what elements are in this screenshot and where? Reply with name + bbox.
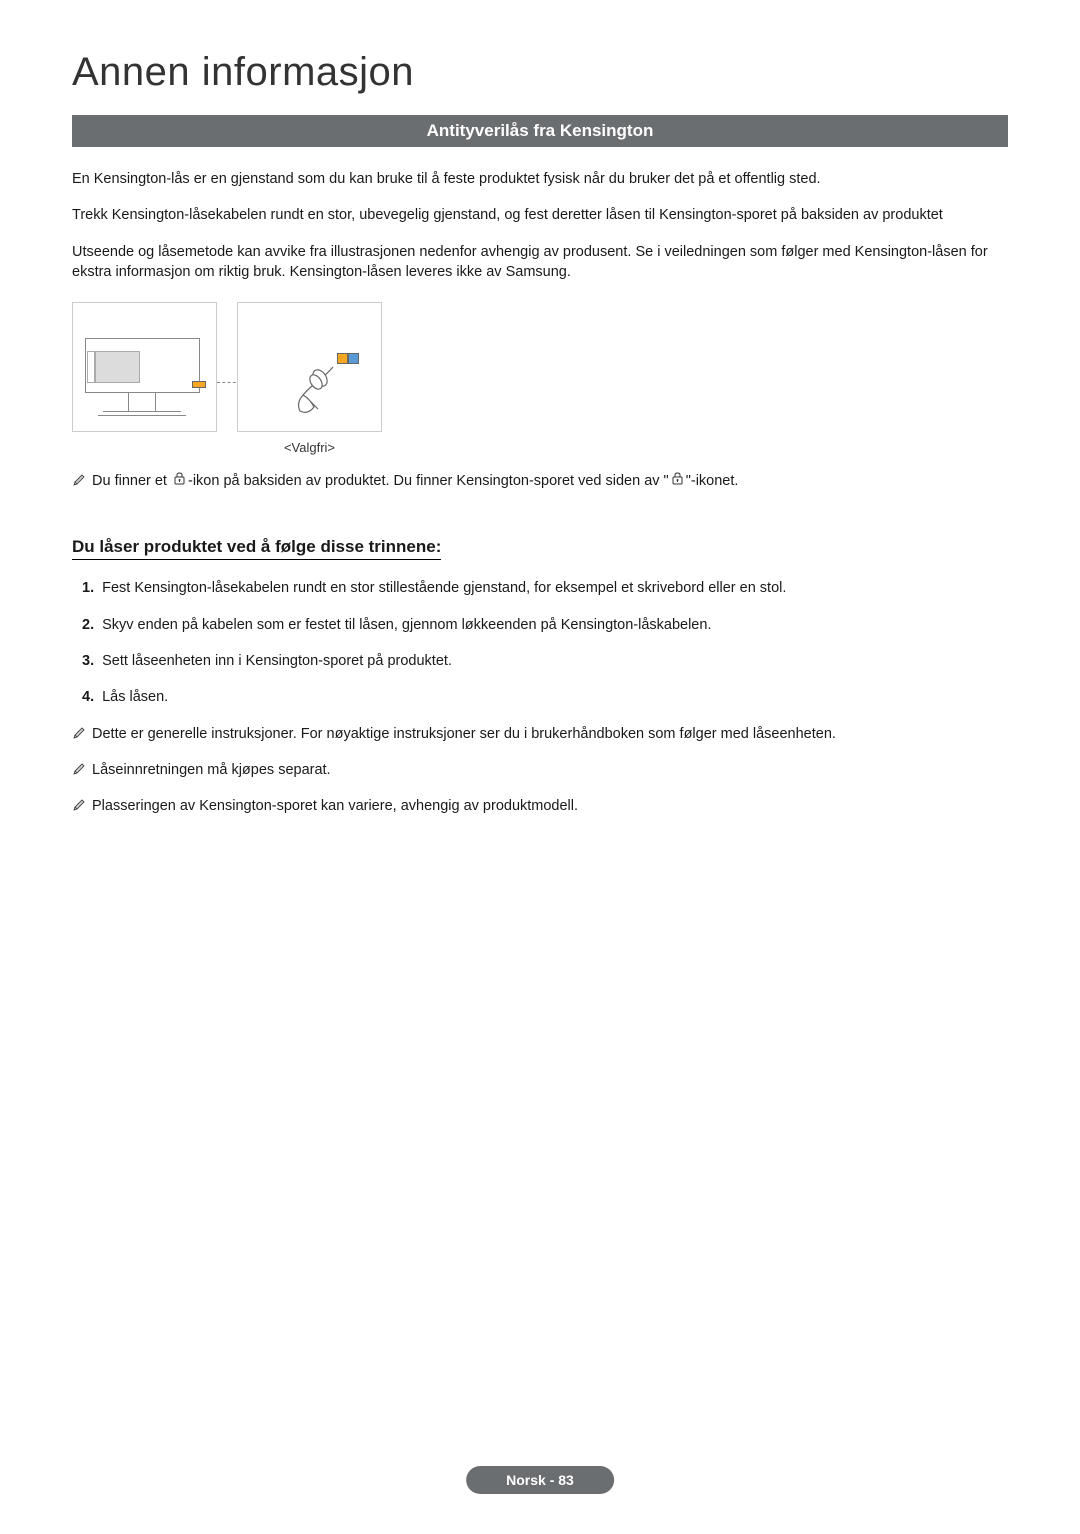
subsection-title: Du låser produktet ved å følge disse tri…	[72, 537, 441, 560]
note-slot-position: Plasseringen av Kensington-sporet kan va…	[72, 796, 1008, 818]
note-text: Dette er generelle instruksjoner. For nø…	[92, 724, 836, 744]
note-icon-location: Du finner et -ikon på baksiden av produk…	[72, 471, 1008, 493]
step-number: 2.	[82, 615, 94, 635]
step-text: Lås låsen.	[102, 687, 168, 707]
note-general-instructions: Dette er generelle instruksjoner. For nø…	[72, 724, 1008, 746]
note-text: Låseinnretningen må kjøpes separat.	[92, 760, 331, 780]
kensington-lock-icon	[671, 471, 684, 491]
illustration-row	[72, 302, 1008, 432]
pencil-icon	[72, 473, 86, 493]
note-separate-purchase: Låseinnretningen må kjøpes separat.	[72, 760, 1008, 782]
note1-suffix: "-ikonet.	[686, 473, 739, 489]
step-number: 3.	[82, 651, 94, 671]
page-footer: Norsk - 83	[466, 1466, 614, 1494]
note1-mid: -ikon på baksiden av produktet. Du finne…	[188, 473, 669, 489]
step-text: Fest Kensington-låsekabelen rundt en sto…	[102, 578, 786, 598]
paragraph-2: Trekk Kensington-låsekabelen rundt en st…	[72, 205, 1008, 225]
pencil-icon	[72, 798, 86, 818]
step-4: 4. Lås låsen.	[72, 687, 1008, 707]
kensington-lock-icon	[173, 471, 186, 491]
lock-closeup-illustration	[237, 302, 382, 432]
pencil-icon	[72, 726, 86, 746]
step-2: 2. Skyv enden på kabelen som er festet t…	[72, 615, 1008, 635]
note1-prefix: Du finner et	[92, 473, 171, 489]
paragraph-1: En Kensington-lås er en gjenstand som du…	[72, 169, 1008, 189]
page-title: Annen informasjon	[72, 50, 1008, 95]
paragraph-3: Utseende og låsemetode kan avvike fra il…	[72, 242, 1008, 283]
step-1: 1. Fest Kensington-låsekabelen rundt en …	[72, 578, 1008, 598]
section-header: Antityverilås fra Kensington	[72, 115, 1008, 147]
note-text: Plasseringen av Kensington-sporet kan va…	[92, 796, 578, 816]
step-number: 4.	[82, 687, 94, 707]
illustration-caption: <Valgfri>	[237, 440, 382, 455]
step-text: Skyv enden på kabelen som er festet til …	[102, 615, 711, 635]
step-text: Sett låseenheten inn i Kensington-sporet…	[102, 651, 452, 671]
pencil-icon	[72, 762, 86, 782]
step-number: 1.	[82, 578, 94, 598]
step-3: 3. Sett låseenheten inn i Kensington-spo…	[72, 651, 1008, 671]
monitor-illustration	[72, 302, 217, 432]
